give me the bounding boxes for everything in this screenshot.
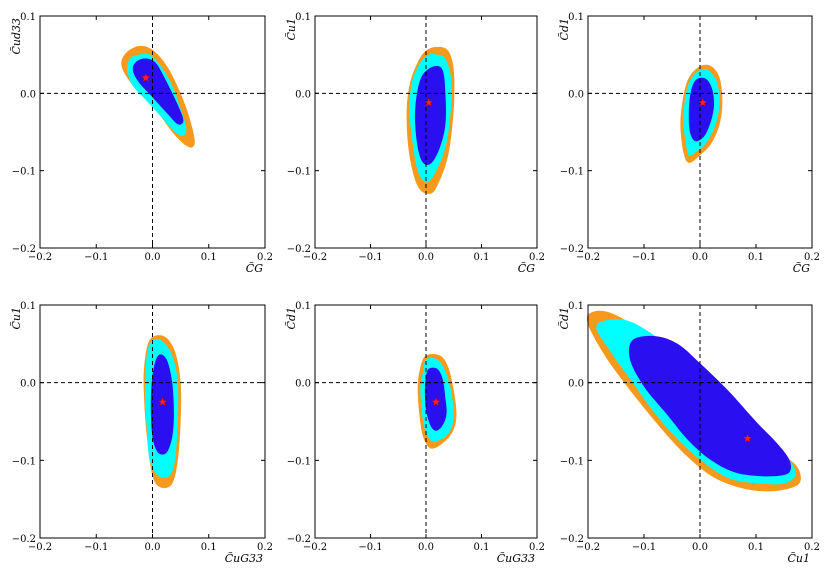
- x-tick-label: 0.2: [529, 542, 545, 553]
- x-tick-label: 0.0: [145, 542, 161, 553]
- x-tick-label: 0.1: [474, 542, 490, 553]
- x-tick-label: −0.2: [28, 542, 52, 553]
- best-fit-star: [697, 97, 708, 107]
- x-tick-label: 0.0: [418, 542, 434, 553]
- x-tick-label: 0.2: [257, 252, 273, 263]
- x-tick-label: 0.1: [748, 542, 764, 553]
- y-tick-label: 0.1: [295, 301, 311, 312]
- y-tick-label: 0.1: [568, 12, 584, 23]
- x-tick-label: 0.1: [474, 252, 490, 263]
- x-tick-label: 0.1: [201, 252, 217, 263]
- y-axis-label: C̃d1: [558, 18, 571, 40]
- y-tick-label: 0.1: [568, 301, 584, 312]
- y-tick-label: 0.0: [568, 379, 584, 390]
- x-tick-label: 0.1: [748, 252, 764, 263]
- x-tick-label: −0.1: [632, 252, 656, 263]
- y-tick-label: −0.2: [560, 244, 584, 255]
- panel-6: −0.2 −0.1 0.0 0.1 0.2 −0.2 −0.1 0.0 0.1 C̃u1 C̃d1: [558, 301, 820, 565]
- y-tick-label: −0.1: [287, 456, 311, 467]
- y-tick-label: −0.2: [12, 534, 36, 545]
- x-tick-label: 0.0: [418, 252, 434, 263]
- x-tick-label: 0.2: [529, 252, 545, 263]
- y-axis-label: C̃ud33: [10, 18, 23, 55]
- panel-4: −0.2 −0.1 0.0 0.1 0.2 −0.2 −0.1 0.0 0.1 C̃uG33 C̃u…: [10, 301, 273, 565]
- y-tick-label: 0.0: [295, 89, 311, 100]
- contour-68-region: [628, 335, 792, 477]
- panel-5: −0.2 −0.1 0.0 0.1 0.2 −0.2 −0.1 0.0 0.1 C̃uG33 C̃d…: [285, 301, 545, 565]
- y-axis-label: C̃u1: [285, 18, 298, 41]
- y-tick-label: 0.0: [295, 379, 311, 390]
- panel-1: −0.2 −0.1 0.0 0.1 0.2 −0.2 −0.1 0.0 0.1 C̃G C̃ud33: [10, 12, 273, 275]
- y-tick-label: 0.1: [20, 12, 36, 23]
- x-tick-label: 0.2: [257, 542, 273, 553]
- y-tick-label: −0.2: [287, 534, 311, 545]
- best-fit-star: [431, 397, 441, 407]
- y-tick-label: 0.0: [20, 89, 36, 100]
- x-tick-label: −0.1: [84, 252, 108, 263]
- best-fit-star: [157, 397, 168, 407]
- x-axis-label: C̃uG33: [225, 552, 263, 565]
- y-tick-label: −0.1: [12, 167, 36, 178]
- y-tick-label: −0.1: [560, 456, 584, 467]
- y-tick-label: 0.0: [568, 89, 584, 100]
- y-tick-label: 0.1: [295, 12, 311, 23]
- x-tick-label: −0.2: [303, 252, 327, 263]
- y-axis-label: C̃u1: [10, 307, 23, 330]
- x-tick-label: −0.1: [632, 542, 656, 553]
- y-tick-label: 0.1: [20, 301, 36, 312]
- x-axis-label: C̃u1: [788, 552, 811, 565]
- x-axis-label: C̃uG33: [497, 552, 535, 565]
- x-axis-label: C̃G: [793, 262, 810, 275]
- y-axis-label: C̃d1: [285, 307, 298, 329]
- x-tick-label: 0.1: [201, 542, 217, 553]
- x-tick-label: −0.1: [358, 542, 382, 553]
- contour-68-region: [150, 354, 174, 455]
- x-tick-label: 0.0: [692, 542, 708, 553]
- x-tick-label: −0.1: [84, 542, 108, 553]
- panel-2: −0.2 −0.1 0.0 0.1 0.2 −0.2 −0.1 0.0 0.1 C̃G C̃u1: [285, 12, 545, 275]
- y-tick-label: −0.1: [287, 167, 311, 178]
- best-fit-star: [423, 97, 434, 107]
- y-tick-label: 0.0: [20, 379, 36, 390]
- y-tick-label: −0.2: [560, 534, 584, 545]
- x-tick-label: −0.2: [576, 252, 600, 263]
- x-tick-label: 0.0: [145, 252, 161, 263]
- x-tick-label: −0.2: [576, 542, 600, 553]
- x-tick-label: 0.2: [804, 542, 820, 553]
- best-fit-star: [742, 433, 753, 443]
- y-tick-label: −0.2: [287, 244, 311, 255]
- x-tick-label: −0.1: [358, 252, 382, 263]
- y-tick-label: −0.1: [12, 456, 36, 467]
- x-axis-label: C̃G: [246, 262, 263, 275]
- x-tick-label: −0.2: [303, 542, 327, 553]
- y-tick-label: −0.1: [560, 167, 584, 178]
- x-tick-label: −0.2: [28, 252, 52, 263]
- contour-68-region: [414, 65, 446, 165]
- x-tick-label: 0.0: [692, 252, 708, 263]
- x-tick-label: 0.2: [804, 252, 820, 263]
- x-axis-label: C̃G: [518, 262, 535, 275]
- panel-3: −0.2 −0.1 0.0 0.1 0.2 −0.2 −0.1 0.0 0.1 C̃G C̃d1: [558, 12, 820, 275]
- y-axis-label: C̃d1: [558, 307, 571, 329]
- best-fit-star: [140, 72, 151, 82]
- y-tick-label: −0.2: [12, 244, 36, 255]
